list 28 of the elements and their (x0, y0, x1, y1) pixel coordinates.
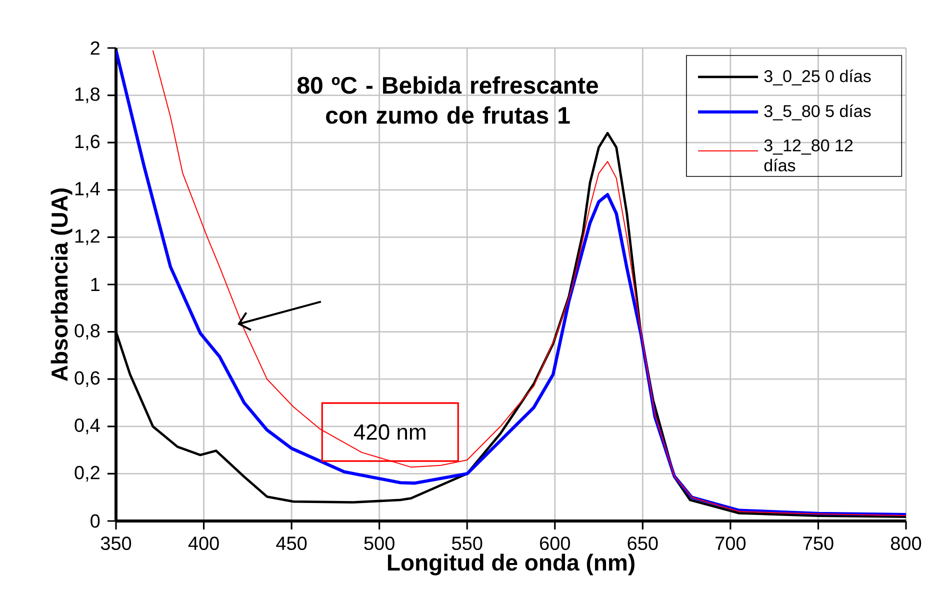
x-axis-title: Longitud de onda (nm) (388, 554, 634, 576)
y-tick-label: 1 (91, 278, 100, 292)
x-tick-label: 450 (276, 536, 307, 550)
y-axis-title: Absorbancia (UA) (50, 188, 72, 382)
x-tick-label: 750 (803, 536, 834, 550)
x-tick-label: 400 (188, 536, 219, 550)
annotation: 420 nm (354, 424, 426, 440)
x-tick-label: 550 (452, 536, 482, 550)
x-tick-label: 500 (364, 536, 394, 550)
x-tick-label: 350 (100, 536, 132, 550)
legend-label: 3_5_80 5 días (764, 104, 871, 120)
legend-label: 3_12_80 12 días (764, 139, 853, 172)
x-tick-label: 800 (890, 536, 922, 550)
y-tick-label: 0,6 (74, 371, 100, 387)
x-tick-label: 700 (716, 536, 746, 550)
y-tick-label: 1,2 (75, 229, 100, 246)
y-tick-label: 1,8 (75, 87, 100, 104)
y-tick-label: 0,8 (74, 324, 100, 340)
x-tick-label: 600 (540, 536, 570, 550)
y-tick-label: 1,4 (75, 182, 100, 198)
text: 80 ºC - Bebida refrescante con zumo de frutas 1 (297, 76, 598, 124)
y-tick-label: 1,6 (75, 134, 100, 150)
y-tick-label: 0 (90, 514, 100, 528)
y-tick-label: 0,4 (74, 418, 100, 434)
y-tick-label: 0,2 (74, 466, 100, 482)
y-tick-label: 2 (90, 41, 100, 55)
x-tick-label: 650 (628, 536, 658, 550)
legend-label: 3_0_25 0 días (764, 70, 871, 86)
